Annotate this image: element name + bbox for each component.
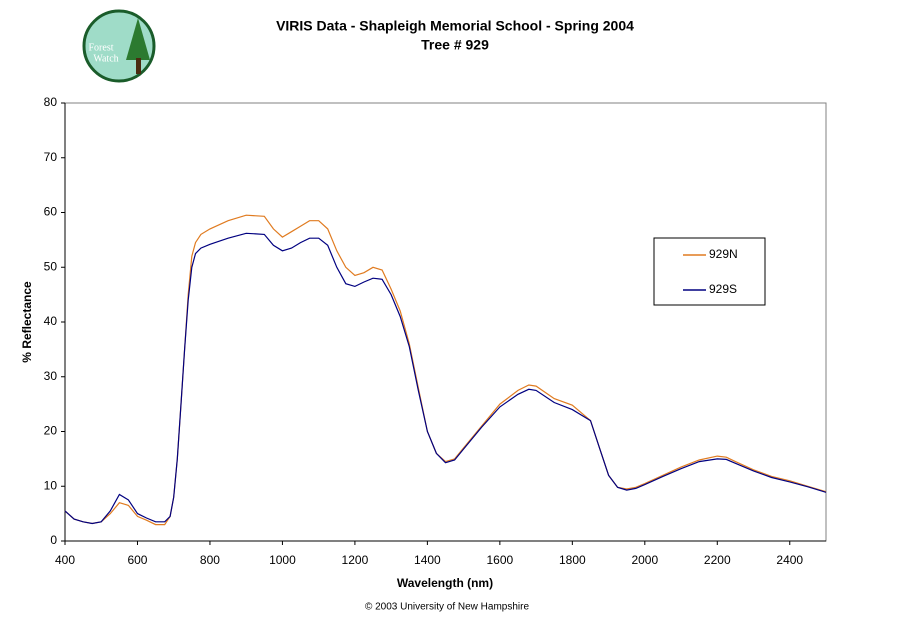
logo: Forest Watch bbox=[82, 9, 156, 83]
plot-frame bbox=[64, 102, 827, 542]
y-tick-label: 70 bbox=[44, 150, 58, 164]
line-series bbox=[64, 232, 827, 525]
y-tick-label: 40 bbox=[44, 314, 58, 328]
x-axis-title: Wavelength (nm) bbox=[397, 576, 493, 590]
y-tick-label: 0 bbox=[50, 533, 57, 547]
legend-label: 929S bbox=[709, 282, 737, 296]
y-tick-label: 20 bbox=[44, 424, 58, 438]
x-tick-label: 1000 bbox=[269, 553, 296, 567]
x-tick-label: 1600 bbox=[487, 553, 514, 567]
footer: © 2003 University of New Hampshire bbox=[365, 602, 530, 613]
x-tick-label: 1200 bbox=[342, 553, 369, 567]
x-tick-label: 400 bbox=[55, 553, 75, 567]
logo-text: Forest bbox=[89, 42, 114, 53]
chart-subtitle: Tree # 929 bbox=[421, 37, 489, 53]
logo-trunk bbox=[136, 58, 141, 74]
x-tick-label: 1400 bbox=[414, 553, 441, 567]
y-tick-label: 30 bbox=[44, 369, 58, 383]
logo-tree bbox=[126, 18, 150, 60]
y-tick-label: 60 bbox=[44, 205, 58, 219]
logo-text: Watch bbox=[93, 53, 118, 64]
x-tick-label: 1800 bbox=[559, 553, 586, 567]
y-tick-label: 80 bbox=[44, 95, 58, 109]
y-axis-title: % Reflectance bbox=[20, 281, 34, 363]
legend-label: 929N bbox=[709, 247, 738, 261]
x-tick-label: 800 bbox=[200, 553, 220, 567]
x-tick-label: 2400 bbox=[776, 553, 803, 567]
chart-title: VIRIS Data - Shapleigh Memorial School -… bbox=[276, 18, 634, 34]
x-tick-label: 2000 bbox=[631, 553, 658, 567]
x-tick-label: 2200 bbox=[704, 553, 731, 567]
legend-box bbox=[653, 237, 766, 306]
y-tick-label: 50 bbox=[44, 259, 58, 273]
y-tick-label: 10 bbox=[44, 478, 58, 492]
x-tick-label: 600 bbox=[127, 553, 147, 567]
